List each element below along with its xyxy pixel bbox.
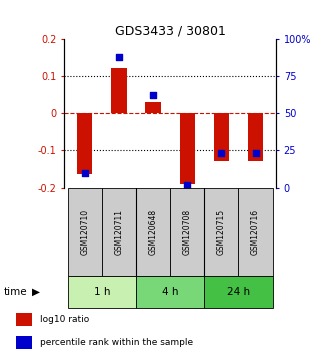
Bar — [179, 113, 195, 184]
Bar — [111, 68, 126, 113]
Bar — [145, 102, 161, 113]
Bar — [214, 113, 229, 161]
Text: percentile rank within the sample: percentile rank within the sample — [40, 338, 193, 347]
FancyBboxPatch shape — [170, 188, 204, 276]
FancyBboxPatch shape — [204, 188, 239, 276]
Text: time: time — [3, 287, 27, 297]
Text: GSM120715: GSM120715 — [217, 209, 226, 255]
Bar — [16, 336, 32, 349]
Text: 24 h: 24 h — [227, 287, 250, 297]
FancyBboxPatch shape — [136, 188, 170, 276]
Point — [82, 170, 87, 176]
Bar — [77, 113, 92, 174]
Point — [116, 54, 121, 59]
FancyBboxPatch shape — [204, 276, 273, 308]
Text: GSM120710: GSM120710 — [80, 209, 89, 255]
Text: GSM120716: GSM120716 — [251, 209, 260, 255]
Text: ▶: ▶ — [32, 287, 40, 297]
FancyBboxPatch shape — [102, 188, 136, 276]
FancyBboxPatch shape — [68, 276, 136, 308]
Text: GSM120708: GSM120708 — [183, 209, 192, 255]
Text: 4 h: 4 h — [162, 287, 178, 297]
Text: GSM120711: GSM120711 — [114, 209, 123, 255]
FancyBboxPatch shape — [136, 276, 204, 308]
Bar — [248, 113, 263, 161]
Text: 1 h: 1 h — [93, 287, 110, 297]
Point — [219, 150, 224, 156]
Title: GDS3433 / 30801: GDS3433 / 30801 — [115, 25, 226, 38]
Text: GSM120648: GSM120648 — [149, 209, 158, 255]
Point — [151, 93, 156, 98]
Text: log10 ratio: log10 ratio — [40, 315, 89, 324]
FancyBboxPatch shape — [239, 188, 273, 276]
Point — [253, 150, 258, 156]
FancyBboxPatch shape — [68, 188, 102, 276]
Bar — [16, 313, 32, 326]
Point — [185, 182, 190, 188]
